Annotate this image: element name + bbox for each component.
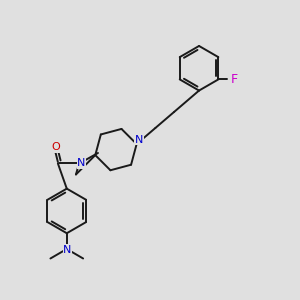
Text: N: N — [77, 158, 86, 168]
Text: N: N — [63, 244, 72, 255]
Text: O: O — [51, 142, 60, 152]
Text: F: F — [231, 73, 238, 86]
Text: N: N — [135, 135, 143, 145]
